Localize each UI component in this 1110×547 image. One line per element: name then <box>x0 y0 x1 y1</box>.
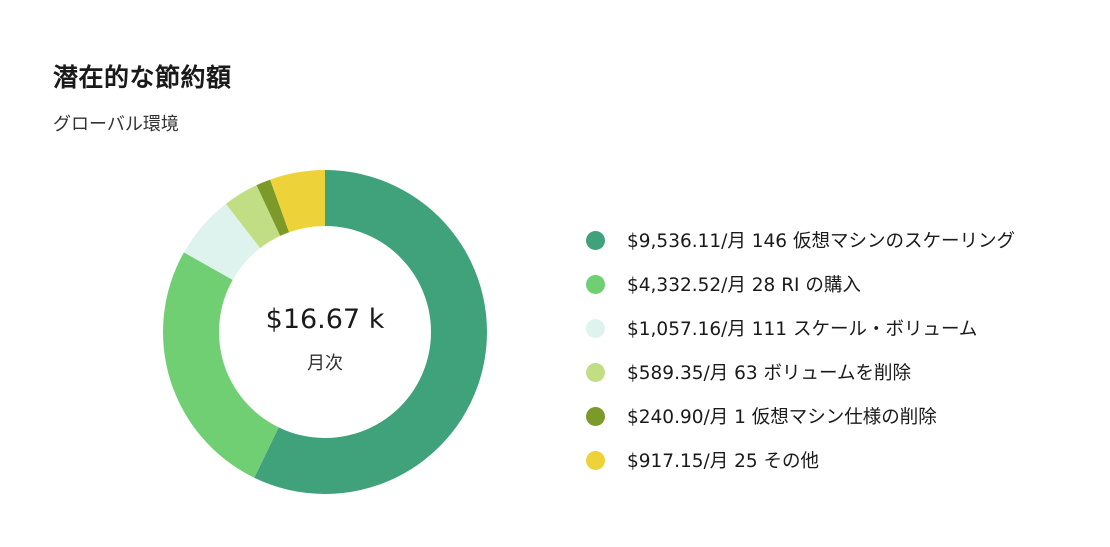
legend-item-label: $9,536.11/月 146 仮想マシンのスケーリング <box>627 231 1015 252</box>
donut-center-label: 月次 <box>307 353 343 374</box>
legend-item-ri-purchase[interactable]: $4,332.52/月 28 RI の購入 <box>586 262 1096 306</box>
donut-slice-delete-vm-spec[interactable] <box>256 179 290 236</box>
donut-chart-svg <box>162 170 488 494</box>
legend-item-delete-volume[interactable]: $589.35/月 63 ボリュームを削除 <box>586 350 1096 394</box>
legend-dot-icon <box>586 362 605 382</box>
legend-dot-icon <box>586 406 605 426</box>
legend-item-vm-scaling[interactable]: $9,536.11/月 146 仮想マシンのスケーリング <box>586 218 1096 262</box>
donut-slice-ri-purchase[interactable] <box>162 252 279 478</box>
legend-item-scale-volume[interactable]: $1,057.16/月 111 スケール・ボリューム <box>586 306 1096 350</box>
donut-slice-delete-volume[interactable] <box>225 185 281 249</box>
donut-chart: $16.67 k 月次 <box>160 167 490 497</box>
donut-slice-vm-scaling[interactable] <box>254 170 488 494</box>
donut-center-value: $16.67 k <box>265 304 385 335</box>
legend-item-label: $240.90/月 1 仮想マシン仕様の削除 <box>627 407 937 428</box>
legend-item-label: $1,057.16/月 111 スケール・ボリューム <box>627 319 978 340</box>
card-subtitle: グローバル環境 <box>53 114 179 135</box>
legend-item-delete-vm-spec[interactable]: $240.90/月 1 仮想マシン仕様の削除 <box>586 394 1096 438</box>
chart-legend: $9,536.11/月 146 仮想マシンのスケーリング $4,332.52/月… <box>586 218 1096 482</box>
legend-dot-icon <box>586 230 605 250</box>
legend-item-other[interactable]: $917.15/月 25 その他 <box>586 438 1096 482</box>
legend-dot-icon <box>586 450 605 470</box>
legend-dot-icon <box>586 274 605 294</box>
donut-slice-other[interactable] <box>270 170 325 233</box>
donut-slice-scale-volume[interactable] <box>183 203 261 280</box>
card-title: 潜在的な節約額 <box>53 63 232 92</box>
legend-item-label: $4,332.52/月 28 RI の購入 <box>627 275 861 296</box>
legend-dot-icon <box>586 318 605 338</box>
legend-item-label: $589.35/月 63 ボリュームを削除 <box>627 363 911 384</box>
legend-item-label: $917.15/月 25 その他 <box>627 451 820 472</box>
